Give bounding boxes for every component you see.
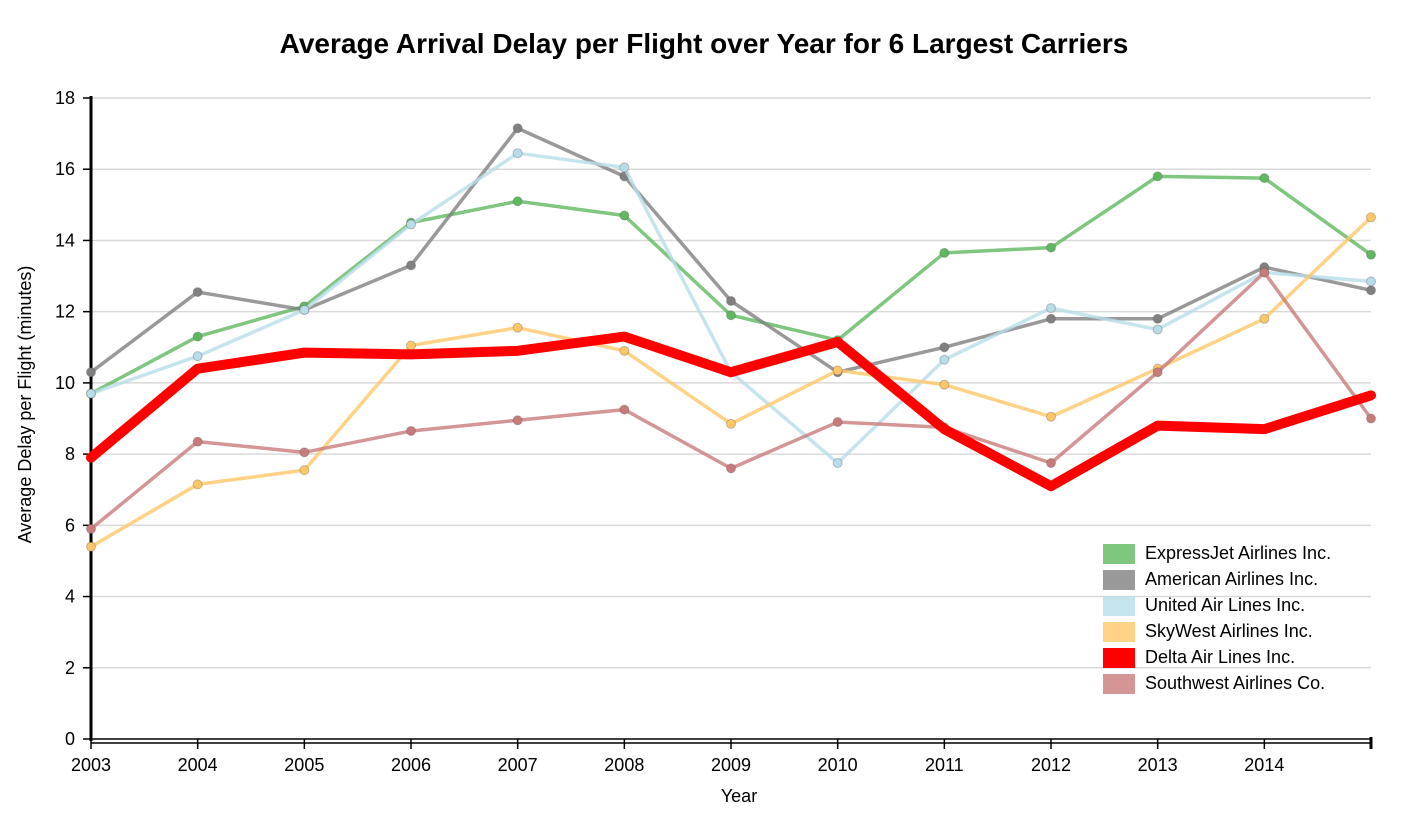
point-united-air-lines-inc-0 (86, 388, 96, 399)
x-tick-label-6: 2009 (711, 755, 751, 775)
x-tick-label-11: 2014 (1244, 755, 1284, 775)
point-southwest-airlines-co-5 (619, 404, 630, 415)
y-tick-label-8: 16 (55, 159, 75, 179)
point-united-air-lines-inc-10 (1152, 324, 1163, 335)
point-american-airlines-inc-10 (1152, 313, 1163, 324)
point-united-air-lines-inc-5 (619, 162, 630, 173)
point-expressjet-airlines-inc-10 (1152, 171, 1163, 182)
y-tick-label-4: 8 (65, 444, 75, 464)
point-expressjet-airlines-inc-4 (512, 196, 523, 207)
legend-label-expressjet-airlines-inc: ExpressJet Airlines Inc. (1145, 543, 1331, 563)
point-skywest-airlines-inc-7 (832, 365, 843, 376)
point-united-air-lines-inc-1 (192, 351, 203, 362)
point-southwest-airlines-co-9 (1046, 458, 1056, 469)
legend-swatch-united-air-lines-inc (1103, 596, 1135, 616)
point-united-air-lines-inc-9 (1046, 303, 1056, 314)
x-tick-label-10: 2013 (1138, 755, 1178, 775)
x-tick-label-0: 2003 (71, 755, 111, 775)
point-southwest-airlines-co-2 (299, 447, 310, 458)
point-skywest-airlines-inc-8 (939, 379, 950, 390)
legend-label-american-airlines-inc: American Airlines Inc. (1145, 569, 1318, 589)
point-expressjet-airlines-inc-1 (192, 331, 203, 342)
point-expressjet-airlines-inc-9 (1046, 242, 1056, 253)
point-skywest-airlines-inc-12 (1366, 212, 1376, 223)
point-expressjet-airlines-inc-6 (726, 310, 736, 321)
point-skywest-airlines-inc-11 (1259, 313, 1270, 324)
legend-swatch-expressjet-airlines-inc (1103, 544, 1135, 564)
y-tick-label-2: 4 (65, 587, 75, 607)
point-southwest-airlines-co-1 (192, 436, 203, 447)
point-southwest-airlines-co-10 (1152, 367, 1163, 378)
point-united-air-lines-inc-2 (299, 304, 310, 315)
chart-title: Average Arrival Delay per Flight over Ye… (279, 28, 1129, 59)
point-skywest-airlines-inc-6 (726, 418, 736, 429)
x-tick-label-2: 2005 (284, 755, 324, 775)
point-southwest-airlines-co-6 (726, 463, 736, 474)
point-skywest-airlines-inc-0 (86, 541, 96, 552)
legend-swatch-southwest-airlines-co (1103, 674, 1135, 694)
point-expressjet-airlines-inc-5 (619, 210, 630, 221)
point-skywest-airlines-inc-2 (299, 465, 310, 476)
y-tick-label-5: 10 (55, 373, 75, 393)
x-tick-label-7: 2010 (818, 755, 858, 775)
point-expressjet-airlines-inc-12 (1366, 249, 1376, 260)
point-expressjet-airlines-inc-11 (1259, 173, 1270, 184)
point-united-air-lines-inc-7 (832, 458, 843, 469)
series-line-delta-air-lines-inc (86, 331, 1376, 492)
y-tick-label-7: 14 (55, 230, 75, 250)
legend-swatch-skywest-airlines-inc (1103, 622, 1135, 642)
point-american-airlines-inc-1 (192, 287, 203, 298)
x-tick-label-3: 2006 (391, 755, 431, 775)
point-southwest-airlines-co-11 (1259, 267, 1270, 278)
point-southwest-airlines-co-7 (832, 417, 843, 428)
point-southwest-airlines-co-0 (86, 523, 96, 534)
point-expressjet-airlines-inc-8 (939, 247, 950, 258)
legend-label-delta-air-lines-inc: Delta Air Lines Inc. (1145, 647, 1295, 667)
y-tick-label-6: 12 (55, 302, 75, 322)
x-tick-label-9: 2012 (1031, 755, 1071, 775)
legend-label-skywest-airlines-inc: SkyWest Airlines Inc. (1145, 621, 1313, 641)
x-tick-label-5: 2008 (604, 755, 644, 775)
point-united-air-lines-inc-12 (1366, 276, 1376, 287)
point-american-airlines-inc-6 (726, 295, 736, 306)
point-american-airlines-inc-12 (1366, 285, 1376, 296)
legend-swatch-delta-air-lines-inc (1103, 648, 1135, 668)
point-american-airlines-inc-9 (1046, 313, 1056, 324)
point-american-airlines-inc-3 (406, 260, 416, 271)
series-line-american-airlines-inc (89, 126, 1373, 374)
point-skywest-airlines-inc-4 (512, 322, 523, 333)
point-american-airlines-inc-0 (86, 367, 96, 378)
point-united-air-lines-inc-4 (512, 148, 523, 159)
series-line-skywest-airlines-inc (89, 215, 1373, 549)
point-southwest-airlines-co-4 (512, 415, 523, 426)
point-skywest-airlines-inc-3 (406, 340, 416, 351)
point-skywest-airlines-inc-5 (619, 345, 630, 356)
point-american-airlines-inc-8 (939, 342, 950, 353)
y-tick-label-0: 0 (65, 729, 75, 749)
y-tick-label-3: 6 (65, 515, 75, 535)
legend-swatch-american-airlines-inc (1103, 570, 1135, 590)
x-tick-label-4: 2007 (498, 755, 538, 775)
point-southwest-airlines-co-3 (406, 425, 416, 436)
point-southwest-airlines-co-12 (1366, 413, 1376, 424)
y-tick-label-9: 18 (55, 88, 75, 108)
x-tick-label-1: 2004 (178, 755, 218, 775)
point-united-air-lines-inc-3 (406, 219, 416, 230)
point-american-airlines-inc-4 (512, 123, 523, 134)
x-axis-label: Year (721, 786, 757, 806)
point-skywest-airlines-inc-1 (192, 479, 203, 490)
legend-label-united-air-lines-inc: United Air Lines Inc. (1145, 595, 1305, 615)
y-axis-label: Average Delay per Flight (minutes) (15, 266, 35, 544)
series-line-expressjet-airlines-inc (89, 174, 1373, 396)
x-tick-label-8: 2011 (925, 755, 964, 775)
y-tick-label-1: 2 (65, 658, 75, 678)
point-skywest-airlines-inc-9 (1046, 411, 1056, 422)
legend-label-southwest-airlines-co: Southwest Airlines Co. (1145, 673, 1325, 693)
point-united-air-lines-inc-8 (939, 354, 950, 365)
